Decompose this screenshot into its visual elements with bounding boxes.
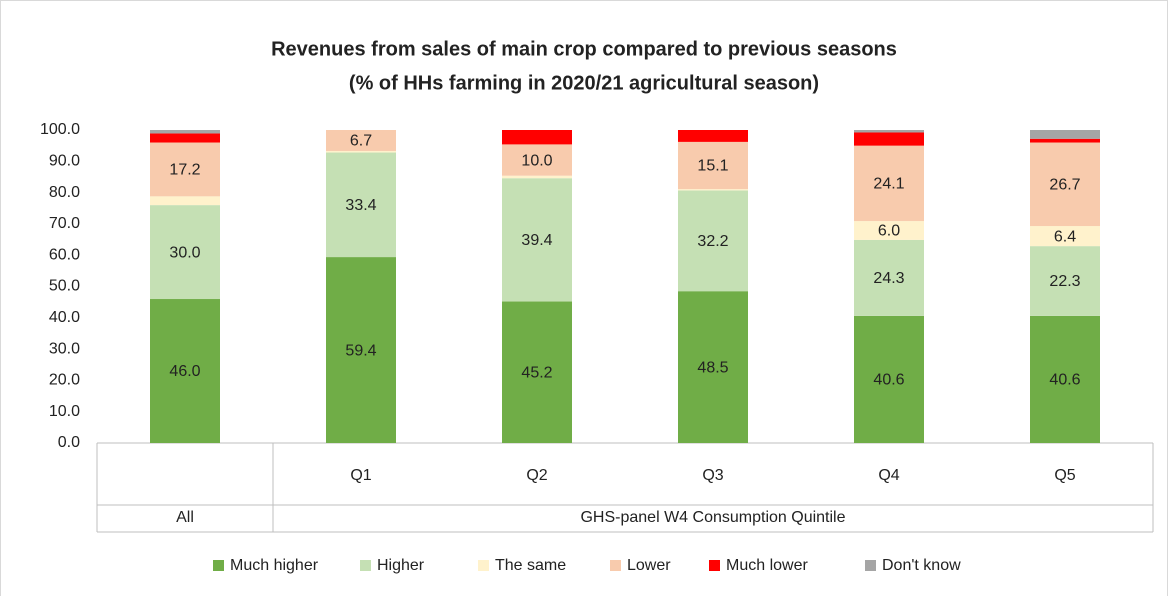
bar-segment xyxy=(1030,315,1100,443)
y-tick-label: 10.0 xyxy=(49,403,80,420)
bar-segment xyxy=(678,189,748,191)
bar-segment xyxy=(678,291,748,443)
bar-segment xyxy=(150,130,220,134)
bar-segment xyxy=(854,239,924,316)
bar-segment xyxy=(854,221,924,240)
data-label: 39.4 xyxy=(521,232,552,249)
x-tick-label: All xyxy=(176,509,194,526)
bar-segment xyxy=(150,196,220,206)
data-label: 59.4 xyxy=(345,342,376,359)
legend-swatch xyxy=(865,560,876,571)
data-label: 48.5 xyxy=(697,359,728,376)
data-label: 30.0 xyxy=(169,244,200,261)
bar-segment xyxy=(678,190,748,292)
bar-segment xyxy=(150,205,220,300)
legend-label: Much lower xyxy=(726,557,808,574)
bar-segment xyxy=(326,257,396,443)
bar-segment xyxy=(1030,138,1100,143)
data-label: 24.1 xyxy=(873,176,904,193)
bar-segment xyxy=(1030,246,1100,316)
chart-subtitle: (% of HHs farming in 2020/21 agricultura… xyxy=(349,72,819,94)
y-tick-label: 90.0 xyxy=(49,153,80,170)
y-tick-label: 20.0 xyxy=(49,372,80,389)
legend-swatch xyxy=(360,560,371,571)
bar-segment xyxy=(326,130,396,151)
data-label: 40.6 xyxy=(1049,372,1080,389)
legend-label: The same xyxy=(495,557,566,574)
y-tick-label: 30.0 xyxy=(49,340,80,357)
legend-swatch xyxy=(478,560,489,571)
bar-segment xyxy=(678,130,748,142)
y-tick-label: 70.0 xyxy=(49,215,80,232)
y-tick-label: 60.0 xyxy=(49,246,80,263)
x-tick-label: Q5 xyxy=(1054,467,1075,484)
legend-label: Don't know xyxy=(882,557,961,574)
data-label: 24.3 xyxy=(873,270,904,287)
bar-segment xyxy=(502,144,572,176)
legend-swatch xyxy=(213,560,224,571)
data-label: 22.3 xyxy=(1049,273,1080,290)
data-label: 32.2 xyxy=(697,233,728,250)
y-tick-label: 80.0 xyxy=(49,184,80,201)
bar-segment xyxy=(150,299,220,443)
bar-segment xyxy=(502,130,572,145)
bar-segment xyxy=(678,141,748,190)
x-tick-label: Q3 xyxy=(702,467,723,484)
bar-segment xyxy=(326,152,396,258)
legend-swatch xyxy=(610,560,621,571)
bar-segment xyxy=(854,145,924,222)
legend-label: Much higher xyxy=(230,557,319,574)
bar-segment xyxy=(1030,226,1100,247)
bar-segment xyxy=(1030,142,1100,227)
data-label: 6.4 xyxy=(1054,228,1076,245)
x-tick-label: Q1 xyxy=(350,467,371,484)
legend-label: Lower xyxy=(627,557,671,574)
data-label: 45.2 xyxy=(521,364,552,381)
data-label: 10.0 xyxy=(521,152,552,169)
data-label: 26.7 xyxy=(1049,177,1080,194)
data-label: 17.2 xyxy=(169,162,200,179)
bar-segment xyxy=(1030,130,1100,139)
bar-segment xyxy=(502,301,572,443)
data-label: 46.0 xyxy=(169,363,200,380)
x-tick-label: Q4 xyxy=(878,467,899,484)
x-tick-label: Q2 xyxy=(526,467,547,484)
bar-segment xyxy=(150,142,220,197)
y-tick-label: 40.0 xyxy=(49,309,80,326)
data-label: 6.7 xyxy=(350,133,372,150)
bar-segment xyxy=(150,133,220,143)
data-label: 6.0 xyxy=(878,223,900,240)
legend-swatch xyxy=(709,560,720,571)
chart-title: Revenues from sales of main crop compare… xyxy=(271,38,897,60)
bar-segment xyxy=(854,132,924,146)
bar-segment xyxy=(854,315,924,443)
legend-label: Higher xyxy=(377,557,425,574)
y-tick-label: 100.0 xyxy=(40,121,80,138)
y-tick-label: 50.0 xyxy=(49,278,80,295)
bar-segment xyxy=(502,175,572,179)
bar-segment xyxy=(854,130,924,133)
y-tick-label: 0.0 xyxy=(58,434,80,451)
data-label: 15.1 xyxy=(697,158,728,175)
group-label: GHS-panel W4 Consumption Quintile xyxy=(580,509,845,526)
bar-segment xyxy=(502,178,572,302)
bar-segment xyxy=(326,150,396,153)
data-label: 33.4 xyxy=(345,197,376,214)
data-label: 40.6 xyxy=(873,372,904,389)
